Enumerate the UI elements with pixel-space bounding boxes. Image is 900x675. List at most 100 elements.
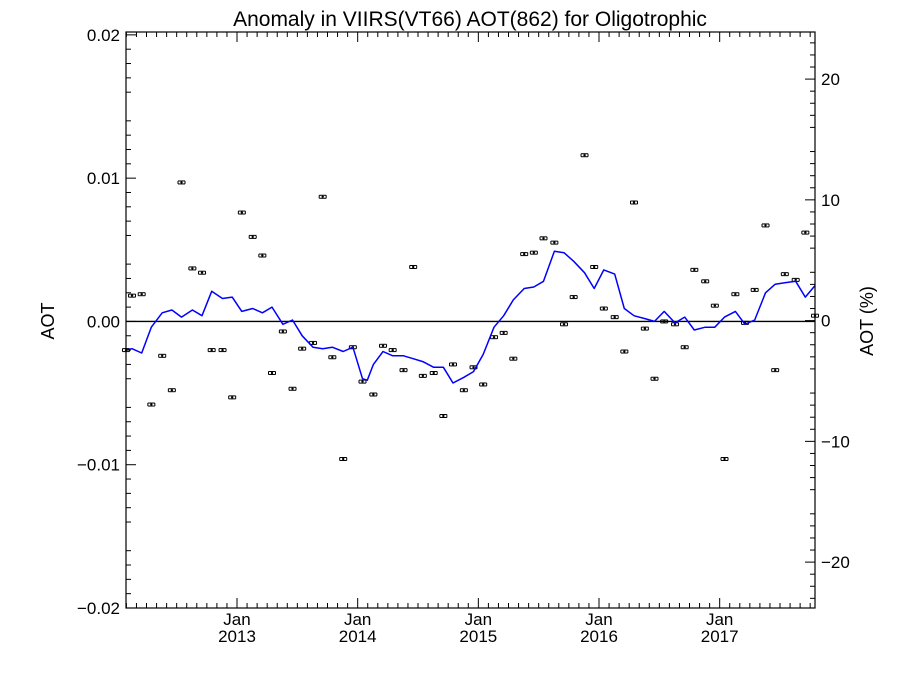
y-tick-label-right: −20 [821, 553, 850, 572]
data-point [439, 414, 448, 418]
y-tick-label-right: 20 [821, 70, 840, 89]
point-marker [643, 327, 647, 330]
x-tick-year-label: 2016 [580, 627, 618, 646]
point-marker [402, 368, 405, 372]
data-point [328, 355, 337, 360]
point-marker [391, 348, 394, 352]
data-point [690, 267, 699, 272]
data-point [660, 319, 669, 324]
data-point [569, 295, 578, 300]
data-point [490, 335, 499, 340]
plot-frame [125, 31, 816, 609]
point-marker [613, 315, 616, 319]
point-marker [321, 195, 324, 198]
point-marker [311, 341, 315, 345]
data-point [560, 322, 569, 327]
point-marker [160, 354, 164, 358]
point-marker [281, 330, 285, 333]
point-marker [411, 265, 415, 269]
data-point [388, 348, 397, 353]
data-point [298, 346, 307, 351]
data-point [449, 362, 458, 367]
data-point [640, 326, 649, 331]
data-point [680, 345, 689, 350]
data-point [429, 371, 438, 376]
data-point [258, 253, 267, 258]
point-marker [542, 237, 545, 240]
chart-title: Anomaly in VIIRS(VT66) AOT(862) for Olig… [233, 8, 707, 31]
data-point [188, 266, 197, 271]
y-tick-label-left: 0.01 [87, 169, 120, 188]
data-point [409, 264, 418, 269]
data-point [599, 306, 608, 311]
point-marker [753, 288, 756, 292]
data-point [228, 395, 237, 400]
point-marker [361, 380, 364, 383]
data-point [750, 287, 759, 292]
point-marker [693, 268, 696, 272]
data-point [580, 153, 589, 158]
point-marker [734, 293, 737, 296]
point-marker [553, 241, 556, 244]
data-point [339, 456, 348, 461]
y-tick-label-right: 0 [821, 312, 830, 331]
point-marker [522, 252, 526, 256]
data-point [771, 368, 780, 373]
point-marker [372, 393, 375, 396]
point-marker [442, 414, 445, 418]
x-tick-month-label: Jan [223, 610, 250, 629]
data-point [630, 200, 639, 205]
data-point [701, 279, 710, 284]
data-point [520, 252, 529, 257]
point-marker [764, 224, 767, 227]
x-tick-year-label: 2013 [218, 627, 256, 646]
point-marker [130, 294, 134, 297]
point-marker [703, 280, 707, 283]
data-point [780, 272, 789, 277]
point-marker [794, 278, 797, 282]
data-point [147, 402, 156, 407]
y-tick-label-left: 0.00 [87, 312, 120, 331]
data-point [158, 353, 167, 358]
data-point [590, 264, 599, 269]
y-tick-label-left: −0.01 [77, 456, 120, 475]
data-point [207, 348, 216, 353]
y-axis-title-left: AOT [38, 302, 58, 339]
point-marker [653, 377, 656, 380]
data-point [278, 329, 287, 334]
data-point [318, 194, 327, 199]
point-marker [140, 293, 143, 296]
point-marker [421, 374, 425, 378]
data-point [358, 379, 367, 384]
data-point [710, 303, 719, 308]
point-marker [300, 347, 304, 350]
x-tick-month-label: Jan [585, 610, 612, 629]
point-marker [602, 307, 606, 310]
data-point [801, 230, 810, 235]
point-marker [592, 265, 596, 269]
axes: 0.020.010.00−0.01−0.0220100−10−20Jan2013… [77, 26, 850, 646]
y-tick-label-right: 10 [821, 191, 840, 210]
data-point [731, 292, 740, 297]
point-marker [783, 272, 787, 276]
data-point [459, 388, 468, 393]
data-point [479, 382, 488, 387]
point-marker [723, 457, 726, 461]
point-marker [240, 211, 244, 214]
point-marker [502, 331, 505, 335]
y-tick-label-right: −10 [821, 432, 850, 451]
point-marker [221, 348, 224, 352]
data-point [720, 456, 729, 461]
point-marker [481, 383, 485, 386]
point-marker [200, 271, 204, 274]
x-tick-year-label: 2017 [701, 627, 739, 646]
point-marker [451, 363, 455, 366]
x-tick-month-label: Jan [465, 610, 492, 629]
data-point [620, 349, 629, 354]
point-marker [180, 181, 183, 184]
data-point [177, 180, 186, 185]
point-marker [210, 348, 213, 352]
point-marker [562, 323, 566, 326]
point-marker [251, 235, 254, 239]
